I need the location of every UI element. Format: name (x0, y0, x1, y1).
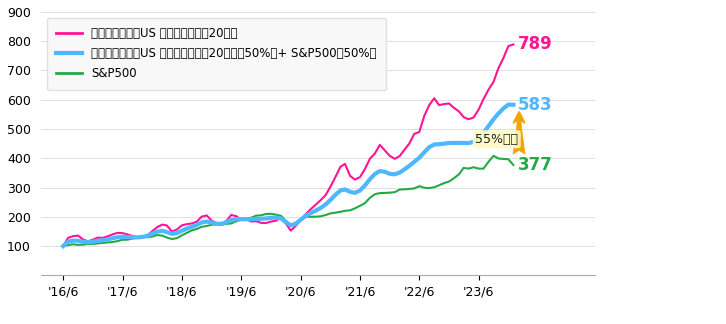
Text: 789: 789 (518, 35, 552, 53)
Legend: ファクトセットUS テック・トップ20指数, ファクトセットUS テック・トップ20指数（50%）+ S&P500（50%）, S&P500: ファクトセットUS テック・トップ20指数, ファクトセットUS テック・トップ… (46, 18, 386, 90)
Text: 583: 583 (518, 96, 552, 114)
Text: 377: 377 (518, 156, 552, 174)
Text: 55%改善: 55%改善 (476, 133, 518, 146)
Text: （年/月）: （年/月） (561, 323, 595, 324)
